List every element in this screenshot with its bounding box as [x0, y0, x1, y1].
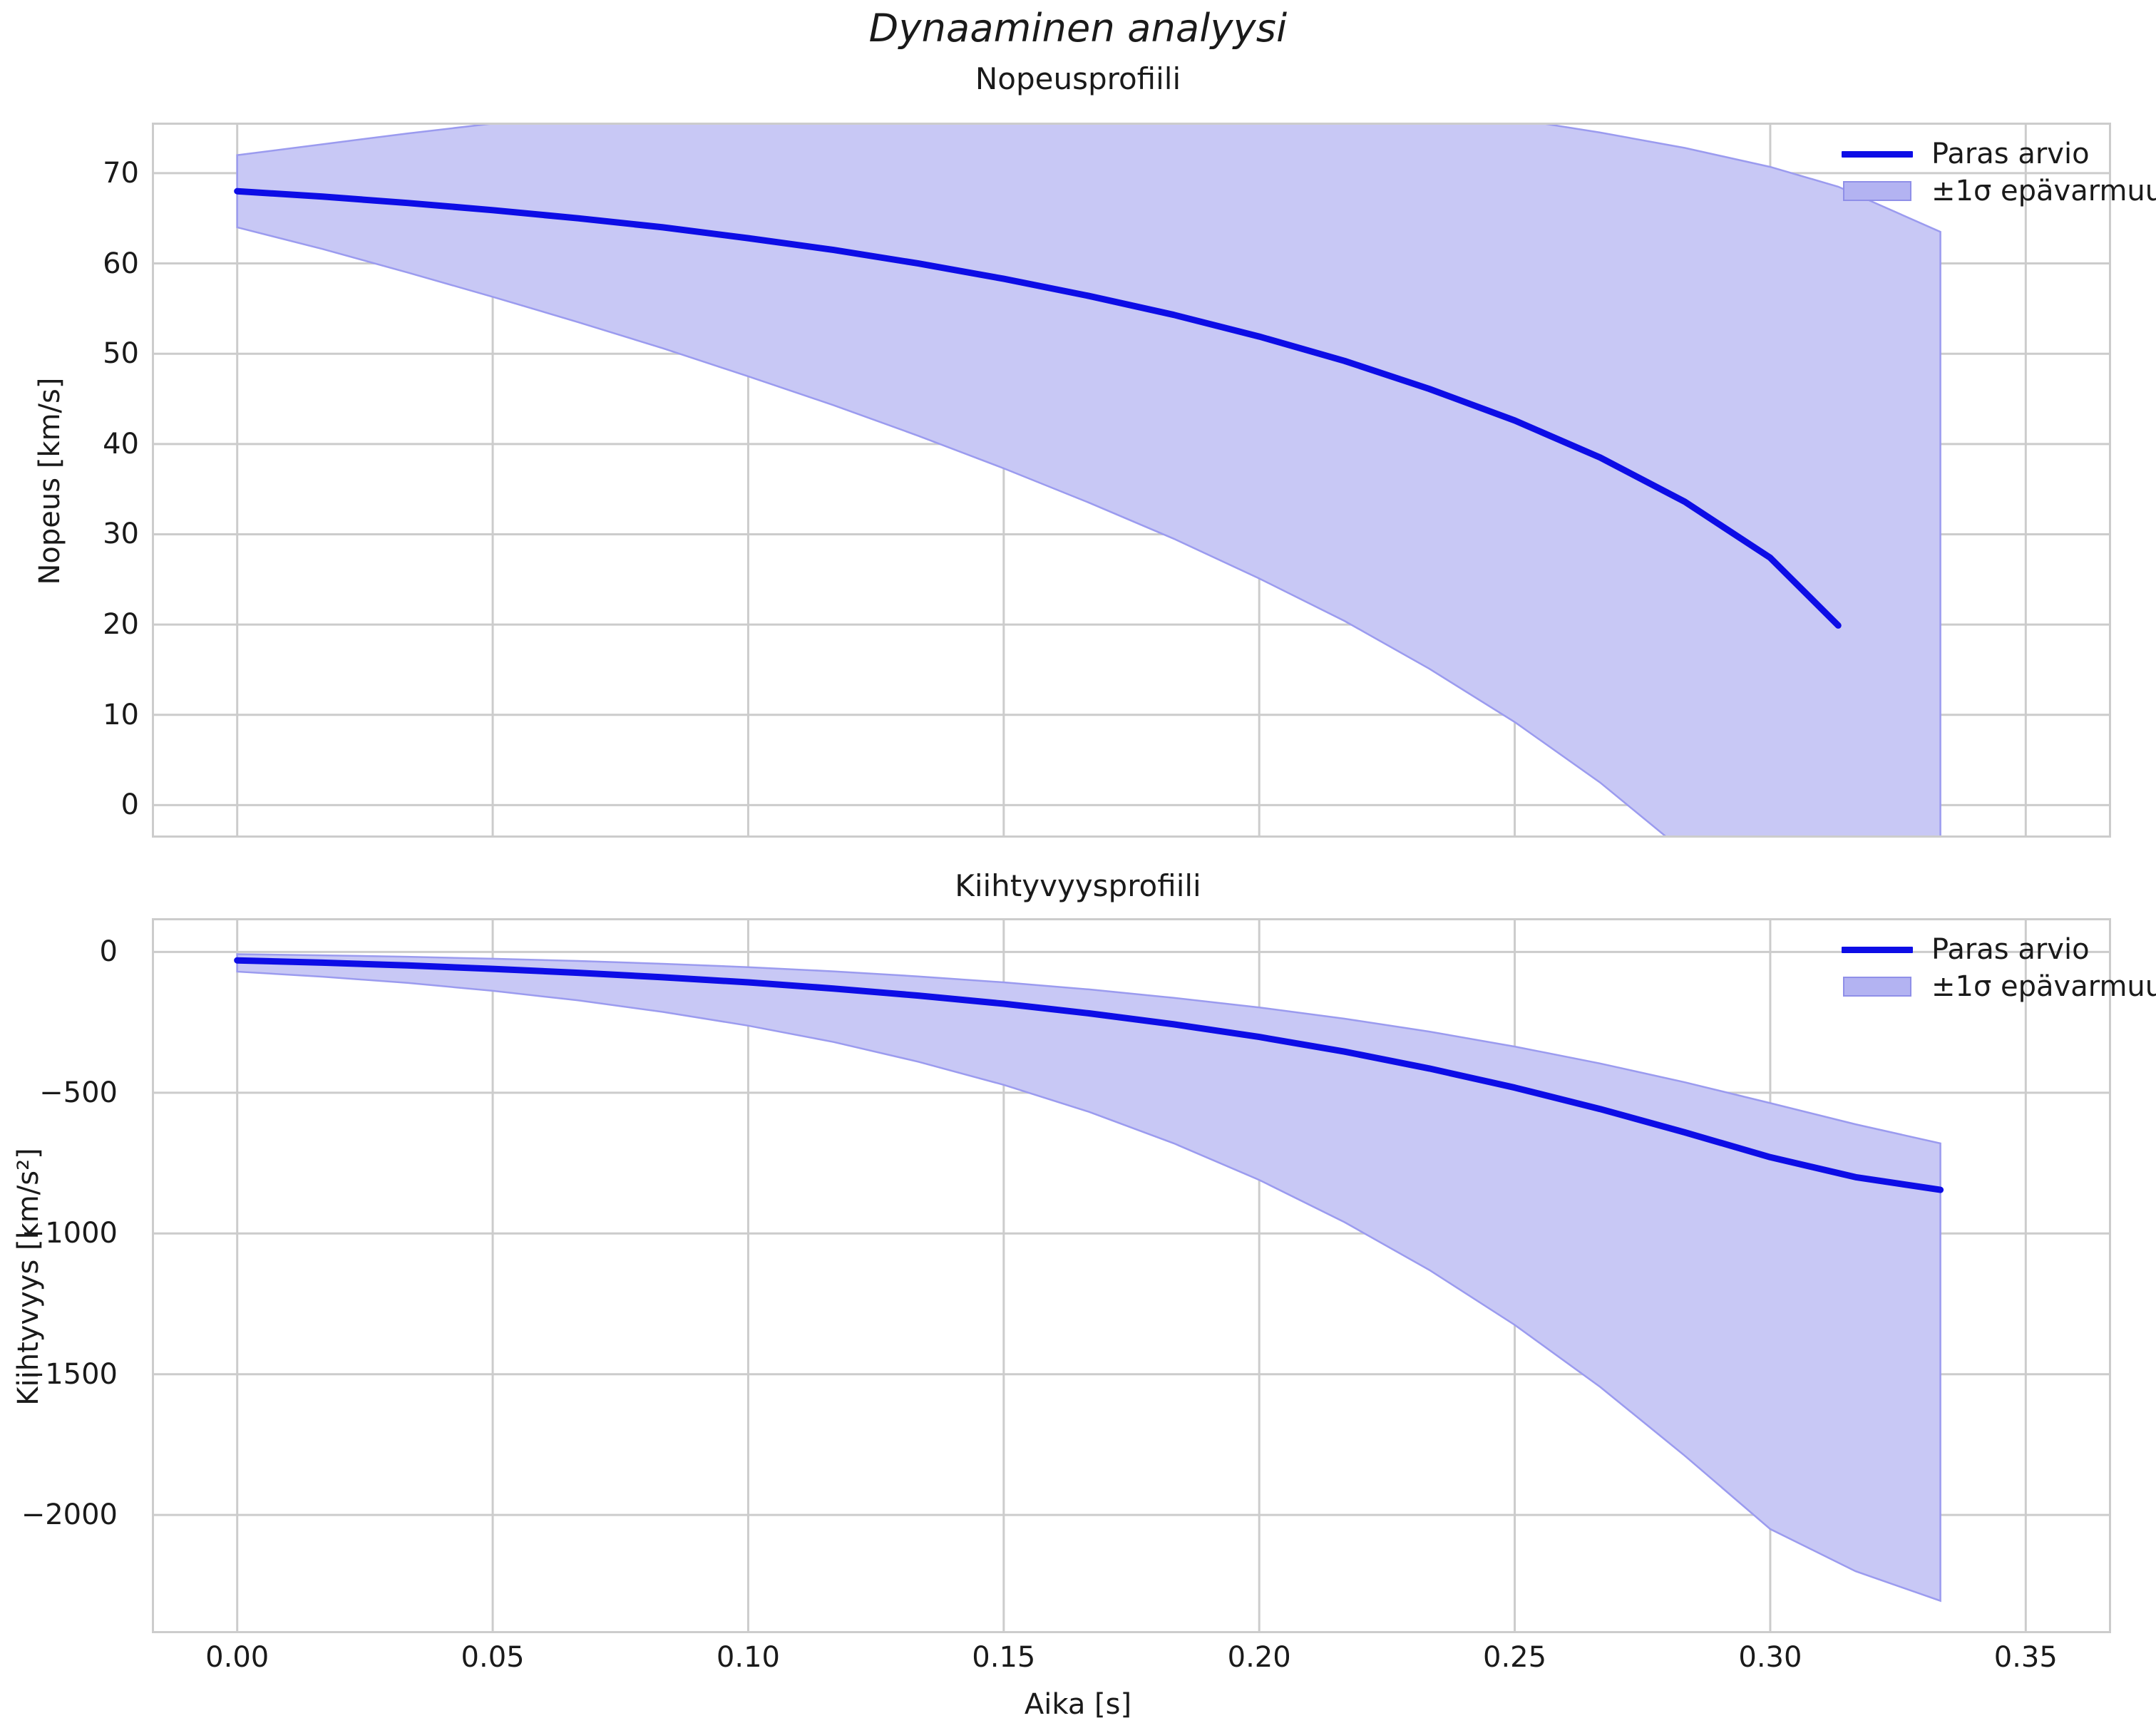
legend-patch-swatch [1836, 971, 1919, 1002]
y-tick-label: −1000 [21, 1217, 118, 1250]
acceleration-plot-area [152, 918, 2111, 1633]
acceleration-legend: Paras arvio ±1σ epävarmuus [1836, 931, 2156, 1005]
legend-label-best-estimate: Paras arvio [1931, 933, 2090, 966]
legend-label-uncertainty: ±1σ epävarmuus [1931, 970, 2156, 1003]
acceleration-y-axis-label: Kiihtyvyys [km/s²] [12, 1147, 45, 1406]
x-tick-label: 0.20 [1227, 1641, 1291, 1674]
acceleration-y-tick-labels: 0 −500 −1000 −1500 −2000 [11, 918, 118, 1633]
x-tick-label: 0.10 [716, 1641, 780, 1674]
acceleration-plot [152, 918, 2111, 1633]
axes-title-acceleration: Kiihtyvyysprofiili [955, 868, 1201, 903]
x-tick-label: 0.25 [1483, 1641, 1547, 1674]
y-tick-label: −500 [39, 1076, 118, 1109]
y-tick-label: 20 [103, 608, 139, 642]
legend-item-best-estimate[interactable]: Paras arvio [1836, 135, 2156, 173]
velocity-y-axis-label: Nopeus [km/s] [34, 377, 66, 585]
velocity-plot-svg [152, 123, 2111, 838]
legend-line-swatch [1836, 138, 1919, 170]
legend-item-uncertainty[interactable]: ±1σ epävarmuus [1836, 173, 2156, 210]
x-tick-label: 0.35 [1993, 1641, 2058, 1674]
legend-line-swatch [1836, 934, 1919, 965]
y-tick-label: 40 [103, 427, 139, 461]
y-tick-label: −2000 [21, 1498, 118, 1532]
figure-suptitle: Dynaaminen analyysi [868, 6, 1288, 51]
y-tick-label: −1500 [21, 1357, 118, 1391]
x-tick-label: 0.00 [205, 1641, 270, 1674]
axes-title-velocity: Nopeusprofiili [975, 61, 1181, 96]
y-tick-label: 60 [103, 247, 139, 280]
y-tick-label: 10 [103, 698, 139, 731]
x-tick-labels: 0.00 0.05 0.10 0.15 0.20 0.25 0.30 0.35 [152, 1641, 2111, 1684]
legend-label-best-estimate: Paras arvio [1931, 138, 2090, 170]
y-tick-label: 0 [120, 788, 139, 822]
legend-label-uncertainty: ±1σ epävarmuus [1931, 175, 2156, 207]
y-tick-label: 70 [103, 156, 139, 190]
y-tick-label: 0 [99, 935, 118, 969]
legend-item-uncertainty[interactable]: ±1σ epävarmuus [1836, 968, 2156, 1005]
velocity-plot [152, 123, 2111, 838]
legend-patch-swatch [1836, 175, 1919, 207]
x-tick-label: 0.05 [461, 1641, 525, 1674]
x-tick-label: 0.15 [972, 1641, 1036, 1674]
velocity-plot-area [152, 123, 2111, 838]
y-tick-label: 50 [103, 337, 139, 371]
legend-item-best-estimate[interactable]: Paras arvio [1836, 931, 2156, 968]
y-tick-label: 30 [103, 518, 139, 551]
acceleration-plot-svg [152, 918, 2111, 1633]
x-axis-label: Aika [s] [1024, 1688, 1132, 1721]
velocity-legend: Paras arvio ±1σ epävarmuus [1836, 135, 2156, 210]
x-tick-label: 0.30 [1738, 1641, 1802, 1674]
velocity-y-tick-labels: 0 10 20 30 40 50 60 70 [32, 123, 139, 838]
